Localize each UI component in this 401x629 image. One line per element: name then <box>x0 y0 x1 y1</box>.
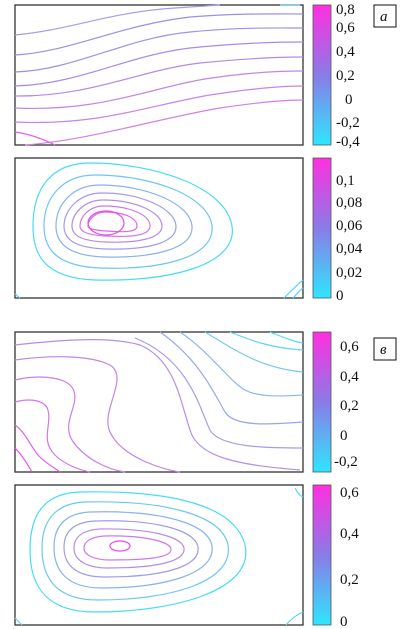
tick-label: 0 <box>340 614 348 629</box>
contour-line <box>73 528 185 569</box>
tick-label: 0,06 <box>336 218 363 234</box>
panel-a-top: 0,8 0,6 0,4 0,2 0 -0,2 -0,4 a <box>14 2 397 150</box>
colorbar <box>312 4 332 146</box>
contour-line <box>285 611 304 626</box>
colorbar <box>312 484 332 626</box>
tick-label: 0,4 <box>336 44 355 60</box>
panel-a-bottom: 0,1 0,08 0,06 0,04 0,02 0 <box>14 157 363 304</box>
plot-frame <box>14 4 304 146</box>
panel-label-text: в <box>380 342 387 358</box>
tick-label: 0,4 <box>340 369 359 385</box>
tick-label: 0,2 <box>340 572 359 588</box>
tick-label: 0,04 <box>336 241 363 257</box>
contour-line <box>43 174 213 269</box>
colorbar <box>312 157 332 299</box>
tick-label: 0 <box>345 92 353 108</box>
tick-label: -0,4 <box>336 134 360 150</box>
colorbar-ticks: 0,6 0,4 0,2 0 <box>340 485 359 629</box>
contour-line <box>14 13 304 56</box>
contour-line <box>14 339 301 471</box>
contour-line <box>134 337 304 449</box>
contour-line <box>79 205 151 238</box>
contour-line <box>83 535 172 561</box>
contours <box>14 4 304 146</box>
contour-line <box>14 85 304 124</box>
panel-b-top: 0,6 0,4 0,2 0 -0,2 в <box>14 331 397 473</box>
colorbar <box>312 331 332 473</box>
tick-label: 0,6 <box>340 485 359 501</box>
tick-label: 0,2 <box>340 398 359 414</box>
contour-line <box>41 501 229 601</box>
colorbar-ticks: 0,8 0,6 0,4 0,2 0 -0,2 -0,4 <box>336 2 360 150</box>
plot-frame <box>14 331 304 473</box>
contour-line <box>109 540 131 552</box>
contours <box>14 331 304 473</box>
tick-label: 0,08 <box>336 195 362 211</box>
contour-line <box>283 279 304 299</box>
contour-line <box>14 56 304 97</box>
tick-label: 0 <box>340 428 348 444</box>
contour-line <box>14 617 23 626</box>
contour-line <box>53 511 213 589</box>
contour-line <box>63 192 177 250</box>
contour-line <box>14 70 304 110</box>
contour-line <box>204 331 304 373</box>
tick-label: 0,6 <box>340 339 359 355</box>
contour-line <box>14 424 61 473</box>
tick-label: 0,2 <box>336 68 355 84</box>
tick-label: 0,02 <box>336 265 362 281</box>
colorbar-ticks: 0,6 0,4 0,2 0 -0,2 <box>334 339 359 470</box>
panel-label-b: в <box>373 337 397 361</box>
contour-line <box>14 399 91 473</box>
panel-b-bottom: 0,6 0,4 0,2 0 <box>14 484 359 629</box>
tick-label: 0,4 <box>340 526 359 542</box>
contour-line <box>294 487 304 498</box>
plot-frame <box>14 484 304 626</box>
tick-label: 0,6 <box>336 20 355 36</box>
contour-line <box>14 27 304 73</box>
contour-line <box>87 211 138 233</box>
contour-line <box>29 491 247 613</box>
contour-line <box>14 293 21 299</box>
contour-line <box>179 331 304 397</box>
contour-line <box>292 287 304 299</box>
contour-line <box>14 447 33 473</box>
contour-line <box>32 162 233 281</box>
contour-line <box>14 356 181 473</box>
tick-label: 0,1 <box>336 173 355 189</box>
tick-label: -0,2 <box>334 454 358 470</box>
contour-line <box>229 331 304 351</box>
contour-line <box>87 210 125 236</box>
colorbar-ticks: 0,1 0,08 0,06 0,04 0,02 0 <box>336 173 363 304</box>
contour-line <box>14 4 221 36</box>
tick-label: -0,2 <box>336 115 360 131</box>
contour-line <box>269 331 304 344</box>
tick-label: 0 <box>336 288 344 304</box>
contour-line <box>159 331 304 425</box>
contour-line <box>71 199 163 243</box>
contour-line <box>14 41 304 87</box>
panel-label-a: a <box>373 4 397 28</box>
contours <box>14 162 304 299</box>
contour-line <box>55 184 193 258</box>
panel-label-text: a <box>380 9 388 25</box>
contour-line <box>24 99 304 146</box>
tick-label: 0,8 <box>336 2 355 18</box>
contour-line <box>63 520 199 578</box>
contour-line <box>14 131 56 146</box>
contours <box>14 487 304 626</box>
contour-line <box>14 376 126 473</box>
